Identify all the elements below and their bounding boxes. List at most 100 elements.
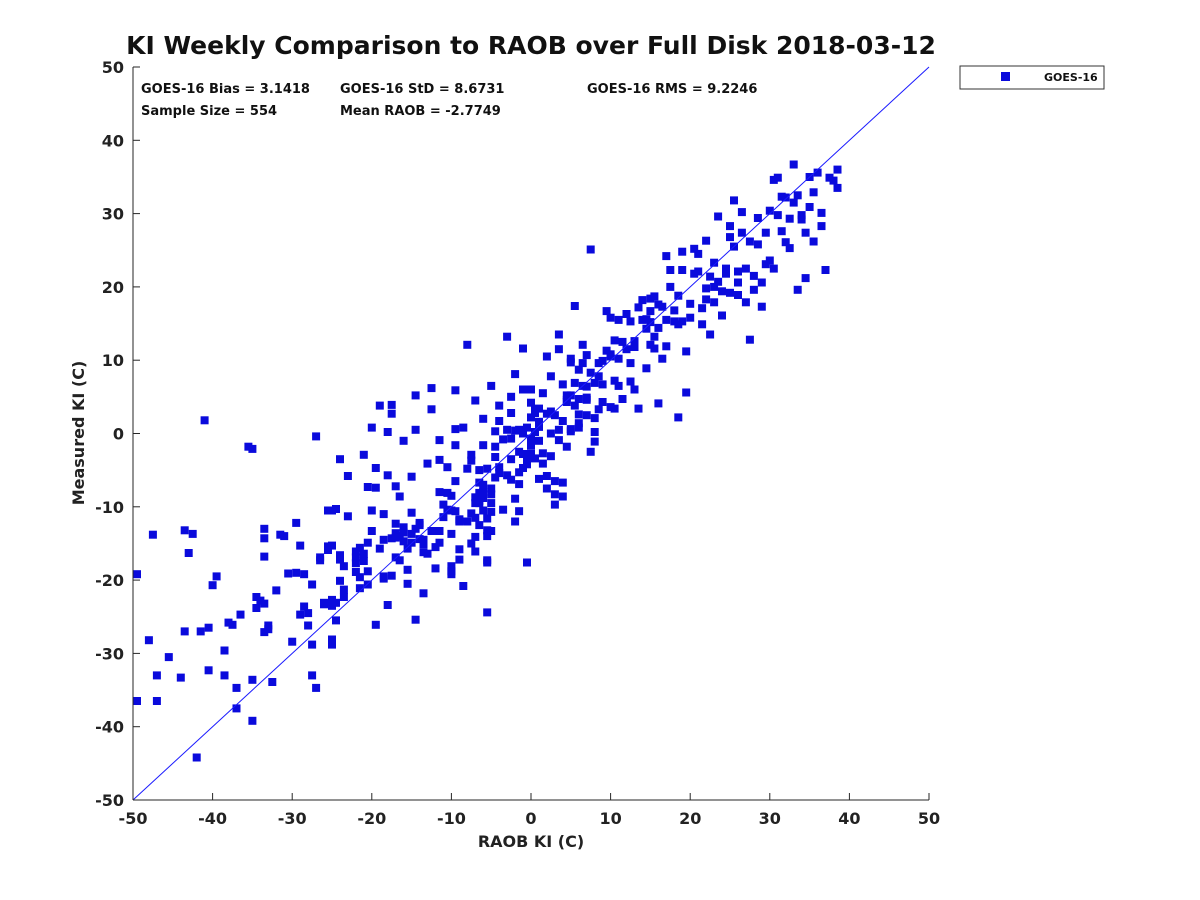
data-point: [757, 278, 766, 287]
data-point: [479, 494, 488, 502]
data-point: [594, 372, 603, 381]
data-point: [133, 570, 141, 579]
data-point: [546, 452, 555, 461]
data-point: [503, 332, 512, 341]
data-point: [411, 425, 420, 434]
data-point: [427, 405, 436, 414]
data-point: [638, 296, 647, 305]
data-point: [423, 459, 432, 468]
data-point: [642, 364, 651, 373]
data-point: [801, 228, 810, 237]
data-point: [272, 586, 281, 595]
data-point: [435, 538, 444, 547]
data-point: [427, 384, 436, 393]
data-point: [228, 620, 237, 629]
data-point: [495, 469, 504, 478]
data-point: [435, 488, 444, 497]
data-point: [455, 555, 464, 564]
data-point: [765, 206, 774, 215]
data-point: [336, 555, 344, 564]
data-point: [487, 507, 496, 516]
data-point: [781, 193, 790, 202]
data-point: [829, 176, 838, 185]
data-point: [574, 410, 583, 419]
data-point: [507, 475, 516, 484]
data-point: [805, 203, 814, 211]
data-point: [467, 456, 476, 465]
data-point: [264, 621, 273, 630]
data-point: [527, 441, 535, 450]
data-point: [582, 351, 591, 360]
legend: GOES-16: [959, 65, 1105, 90]
data-point: [180, 627, 189, 636]
chart-title: KI Weekly Comparison to RAOB over Full D…: [126, 31, 936, 60]
data-point: [351, 553, 360, 562]
data-point: [252, 604, 261, 612]
data-point: [574, 365, 583, 374]
data-point: [487, 490, 496, 499]
data-point: [375, 401, 384, 410]
data-point: [399, 436, 408, 445]
data-point: [833, 165, 842, 174]
data-point: [232, 683, 241, 692]
data-point: [363, 567, 372, 576]
data-point: [566, 427, 575, 436]
data-point: [527, 385, 535, 394]
data-point: [359, 549, 368, 558]
data-point: [387, 400, 396, 409]
data-point: [144, 636, 153, 645]
data-point: [538, 389, 547, 398]
data-point: [614, 315, 623, 324]
data-point: [459, 582, 468, 590]
data-point: [296, 610, 305, 619]
data-point: [403, 565, 412, 574]
data-point: [467, 509, 476, 518]
data-point: [614, 354, 623, 363]
data-point: [451, 477, 460, 486]
stat-sample-size: Sample Size = 554: [141, 104, 277, 119]
data-point: [646, 307, 655, 316]
data-point: [367, 423, 376, 432]
data-point: [658, 302, 667, 311]
data-point: [789, 198, 798, 207]
data-point: [650, 292, 659, 301]
data-point: [710, 282, 719, 291]
data-point: [626, 377, 635, 386]
data-point: [324, 546, 332, 554]
x-tick-label: 30: [759, 809, 781, 828]
data-point: [443, 463, 452, 472]
data-point: [749, 271, 758, 280]
data-point: [582, 411, 591, 420]
data-point: [435, 455, 444, 464]
data-point: [451, 386, 460, 395]
data-point: [192, 753, 201, 762]
data-point: [184, 549, 193, 557]
data-point: [550, 500, 559, 509]
x-tick-label: -50: [119, 809, 148, 828]
data-point: [765, 256, 774, 265]
data-point: [590, 414, 599, 423]
data-point: [531, 428, 539, 436]
data-point: [471, 513, 480, 522]
data-point: [666, 266, 675, 274]
data-point: [809, 188, 818, 197]
data-point: [403, 544, 412, 553]
data-point: [586, 447, 595, 456]
x-axis-label: RAOB KI (C): [478, 832, 584, 851]
data-point: [737, 228, 746, 237]
data-point: [662, 342, 671, 351]
data-point: [554, 345, 563, 354]
data-point: [550, 477, 559, 486]
data-point: [395, 492, 404, 501]
data-point: [757, 302, 766, 311]
data-point: [332, 505, 340, 513]
data-point: [483, 514, 492, 523]
data-point: [455, 516, 464, 525]
data-point: [359, 450, 368, 459]
data-point: [339, 585, 348, 594]
data-point: [694, 267, 703, 276]
data-point: [391, 482, 400, 491]
data-point: [785, 214, 794, 223]
data-point: [320, 600, 328, 609]
data-point: [292, 568, 301, 577]
